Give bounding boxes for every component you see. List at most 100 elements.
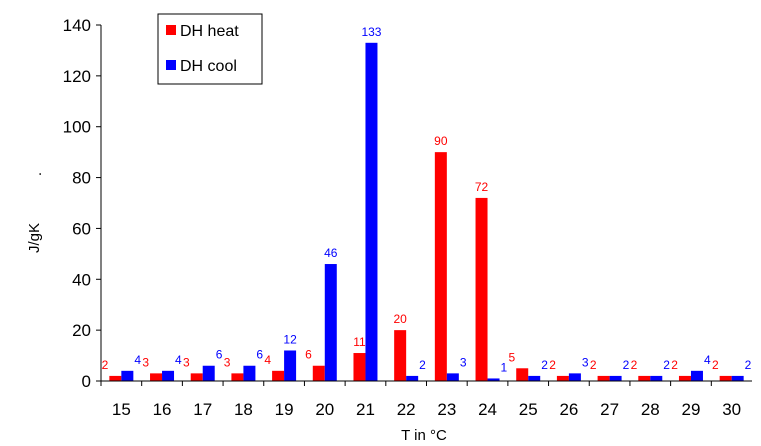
data-label-dh-cool: 4	[134, 353, 141, 367]
bar-dh-heat	[272, 370, 285, 381]
x-tick-label: 21	[356, 400, 375, 419]
legend: DH heat DH cool	[157, 13, 263, 85]
y-tick-label: 40	[72, 270, 91, 289]
bar-dh-cool	[568, 373, 581, 381]
data-label-dh-heat: 2	[631, 358, 638, 372]
data-label-dh-heat: 72	[475, 180, 489, 194]
bar-dh-cool	[731, 375, 744, 381]
data-label-dh-cool: 4	[704, 353, 711, 367]
data-label-dh-cool: 3	[582, 355, 589, 369]
bar-dh-heat	[638, 375, 651, 381]
bar-dh-cool	[487, 378, 500, 381]
data-label-dh-heat: 4	[264, 353, 271, 367]
data-label-dh-cool: 1	[501, 360, 508, 374]
data-label-dh-cool: 2	[419, 358, 426, 372]
bar-dh-heat	[150, 373, 163, 381]
bar-dh-cool	[609, 375, 622, 381]
y-axis-label: J/gK	[26, 223, 43, 253]
data-label-dh-heat: 2	[712, 358, 719, 372]
data-label-dh-heat: 2	[590, 358, 597, 372]
bar-dh-heat	[434, 152, 447, 381]
data-label-dh-heat: 11	[353, 335, 366, 349]
y-axis-ticks: 0 20 40 60 80 100 120 140	[63, 16, 101, 391]
data-label-dh-heat: 3	[142, 355, 149, 369]
data-label-dh-heat: 3	[183, 355, 190, 369]
bar-dh-heat	[353, 353, 366, 381]
bar-dh-heat	[475, 197, 488, 381]
bar-dh-cool	[284, 350, 297, 381]
bar-dh-cool	[121, 370, 134, 381]
x-tick-label: 18	[234, 400, 253, 419]
data-label-dh-heat: 20	[393, 312, 407, 326]
bar-dh-cool	[528, 375, 541, 381]
x-tick-label: 29	[682, 400, 701, 419]
data-label-dh-cool: 2	[745, 358, 752, 372]
x-tick-label: 30	[722, 400, 741, 419]
x-tick-label: 24	[478, 400, 497, 419]
data-label-dh-heat: 90	[434, 134, 448, 148]
x-axis-label: T in °C	[401, 427, 447, 444]
bar-dh-cool	[324, 264, 337, 381]
y-tick-label: 100	[63, 118, 91, 137]
data-label-dh-heat: 2	[102, 358, 109, 372]
legend-swatch-cool	[166, 60, 176, 70]
x-tick-label: 16	[153, 400, 172, 419]
data-label-dh-cool: 2	[623, 358, 630, 372]
x-tick-label: 23	[437, 400, 456, 419]
bar-dh-heat	[190, 373, 203, 381]
bar-dh-cool	[243, 365, 256, 381]
bar-dh-cool	[650, 375, 663, 381]
bar-dh-heat	[556, 375, 569, 381]
y-tick-label: 0	[82, 372, 91, 391]
y-tick-label: 80	[72, 169, 91, 188]
data-label-dh-cool: 46	[324, 246, 338, 260]
y-tick-label: 120	[63, 67, 91, 86]
legend-swatch-heat	[166, 25, 176, 35]
bar-dh-heat	[678, 375, 691, 381]
x-tick-label: 20	[315, 400, 334, 419]
bar-dh-heat	[516, 368, 529, 381]
data-label-dh-heat: 3	[224, 355, 231, 369]
data-label-dh-cool: 3	[460, 355, 467, 369]
legend-label-heat: DH heat	[180, 23, 239, 40]
y-tick-label: 20	[72, 321, 91, 340]
bar-dh-heat	[231, 373, 244, 381]
y-tick-label: 60	[72, 219, 91, 238]
bar-dh-heat	[394, 330, 407, 381]
x-axis-ticks: 15 16 17 18 19 20 21 22 23 24 25 26 27 28 29 30	[100, 381, 741, 419]
data-label-dh-cool: 12	[283, 332, 297, 346]
data-label-dh-cool: 6	[256, 348, 263, 362]
x-tick-label: 28	[641, 400, 660, 419]
data-label-dh-heat: 5	[509, 350, 516, 364]
data-label-dh-cool: 6	[216, 348, 223, 362]
data-label-dh-heat: 2	[549, 358, 556, 372]
x-tick-label: 26	[559, 400, 578, 419]
x-tick-label: 22	[397, 400, 416, 419]
bar-dh-cool	[202, 365, 215, 381]
data-label-dh-heat: 6	[305, 348, 312, 362]
x-tick-label: 25	[519, 400, 538, 419]
bar-dh-heat	[109, 375, 122, 381]
legend-label-cool: DH cool	[180, 58, 237, 75]
data-label-dh-cool: 4	[175, 353, 182, 367]
data-label-dh-cool: 2	[663, 358, 670, 372]
data-label-dh-cool: 133	[361, 25, 381, 39]
x-tick-label: 27	[600, 400, 619, 419]
y-tick-label: 140	[63, 16, 91, 35]
bar-dh-cool	[162, 370, 175, 381]
data-label-dh-heat: 2	[671, 358, 678, 372]
bar-dh-cool	[446, 373, 459, 381]
x-tick-label: 17	[193, 400, 212, 419]
bar-dh-heat	[312, 365, 325, 381]
y-axis-label-suffix: .	[28, 172, 45, 176]
x-tick-label: 15	[112, 400, 131, 419]
data-label-dh-cool: 2	[541, 358, 548, 372]
x-tick-label: 19	[275, 400, 294, 419]
bar-dh-cool	[365, 42, 378, 382]
bar-dh-cool	[406, 375, 419, 381]
bar-dh-heat	[597, 375, 610, 381]
bar-dh-heat	[719, 375, 732, 381]
bar-dh-cool	[690, 370, 703, 381]
